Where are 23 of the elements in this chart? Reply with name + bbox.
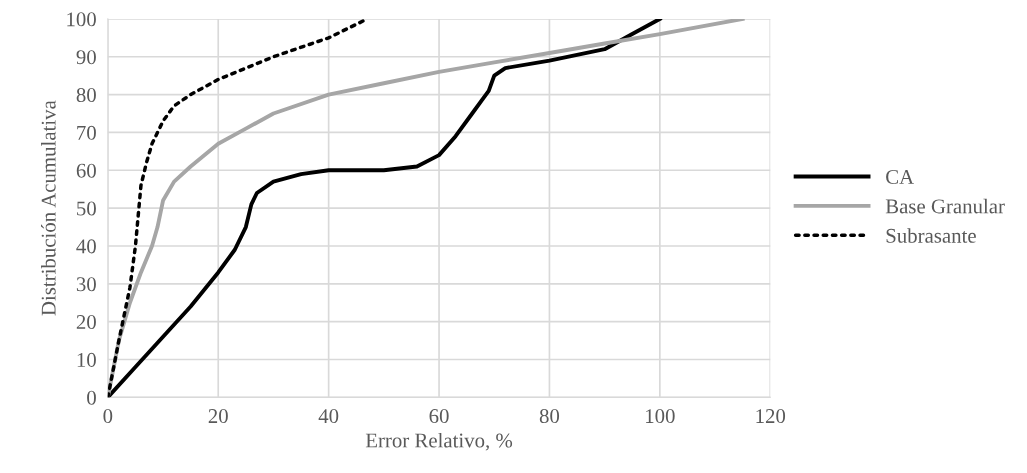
legend-label: CA xyxy=(886,169,914,184)
y-tick-label: 30 xyxy=(76,277,96,292)
x-tick-label: 120 xyxy=(756,409,786,424)
y-axis-title: Distribución Acumulativa xyxy=(41,100,56,316)
y-tick-label: 80 xyxy=(76,87,96,103)
x-tick-label: 20 xyxy=(208,409,228,424)
legend-label: Base Granular xyxy=(885,198,1005,214)
y-tick-label: 50 xyxy=(77,201,96,216)
y-tick-label: 100 xyxy=(67,12,96,27)
x-tick-label: 60 xyxy=(429,409,449,424)
x-tick-label: 80 xyxy=(539,409,560,424)
y-tick-label: 70 xyxy=(77,125,96,140)
y-tick-label: 10 xyxy=(77,352,96,367)
x-tick-label: 40 xyxy=(318,409,339,424)
x-tick-label: 0 xyxy=(103,409,113,424)
y-tick-label: 0 xyxy=(87,390,96,405)
legend-label: Subrasante xyxy=(886,228,976,243)
y-tick-label: 90 xyxy=(76,50,96,65)
y-tick-label: 40 xyxy=(76,239,96,254)
y-tick-label: 20 xyxy=(76,315,96,330)
x-axis-title: Error Relativo, % xyxy=(365,432,513,451)
y-tick-label: 60 xyxy=(76,163,96,178)
x-tick-label: 100 xyxy=(646,409,675,424)
